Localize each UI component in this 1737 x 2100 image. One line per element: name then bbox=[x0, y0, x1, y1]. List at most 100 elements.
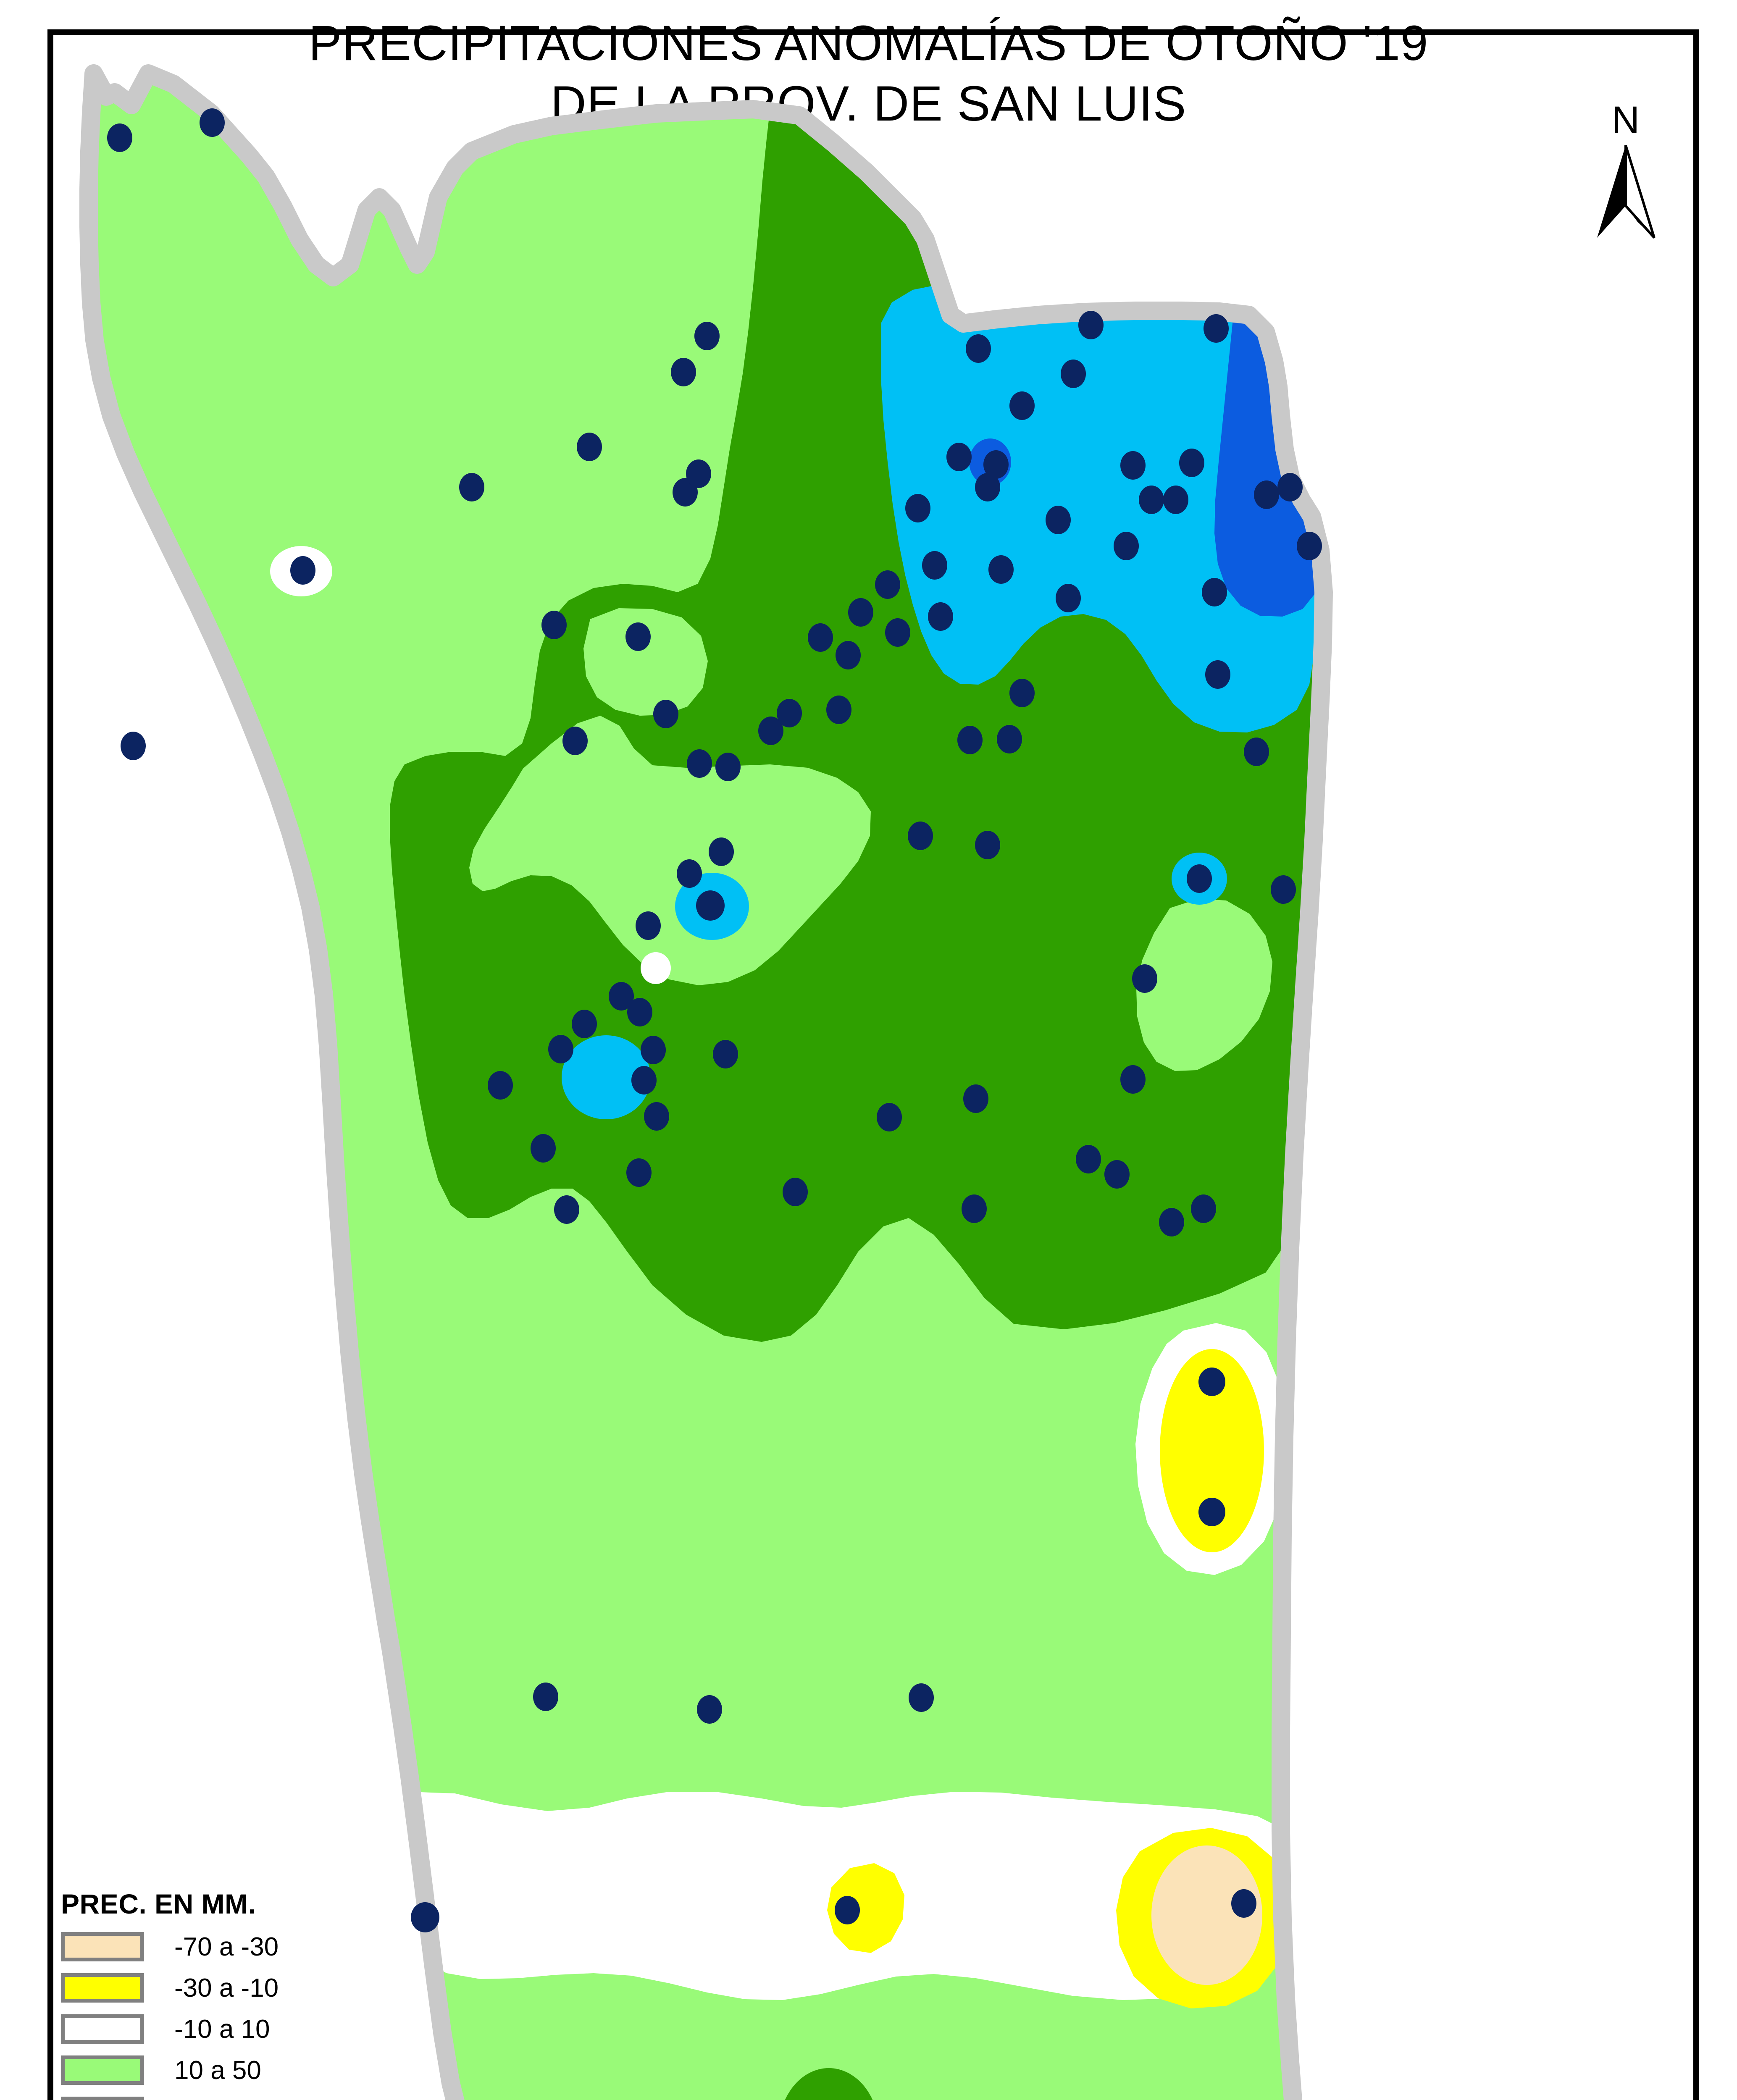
station-marker bbox=[554, 1195, 579, 1224]
legend-title: PREC. EN MM. bbox=[61, 1888, 256, 1919]
north-letter: N bbox=[1611, 99, 1640, 142]
spot-neg30-a-neg10-east bbox=[1160, 1349, 1264, 1552]
station-marker bbox=[1046, 506, 1071, 534]
spot-neg70-a-neg30 bbox=[1151, 1845, 1262, 1985]
inlier-10-a-50-central bbox=[469, 716, 871, 985]
station-marker bbox=[885, 618, 910, 647]
station-marker bbox=[922, 551, 947, 580]
legend-swatch-neg30-neg10 bbox=[61, 1973, 144, 2003]
station-marker bbox=[107, 123, 132, 152]
station-marker bbox=[777, 699, 802, 727]
legend-swatch-neg70-neg30 bbox=[61, 1932, 144, 1961]
station-marker bbox=[875, 570, 900, 599]
station-marker bbox=[541, 611, 567, 639]
spot-50-a-100-south bbox=[778, 2068, 879, 2100]
legend-swatch-10-50 bbox=[61, 2055, 144, 2085]
station-marker bbox=[121, 732, 146, 760]
station-marker bbox=[877, 1103, 902, 1131]
station-marker bbox=[609, 982, 634, 1011]
legend-item-neg10-10: -10 a 10 bbox=[61, 2011, 586, 2048]
station-marker bbox=[1198, 1368, 1225, 1396]
legend-label-10-50: 10 a 50 bbox=[174, 2055, 261, 2085]
station-marker bbox=[1204, 314, 1229, 343]
station-marker bbox=[531, 1134, 556, 1163]
station-marker bbox=[963, 1084, 988, 1113]
station-marker bbox=[1056, 584, 1081, 612]
station-marker bbox=[687, 749, 712, 778]
station-marker bbox=[488, 1071, 513, 1100]
station-marker bbox=[826, 696, 851, 724]
station-marker bbox=[686, 459, 711, 488]
station-marker bbox=[641, 1036, 666, 1064]
station-marker bbox=[975, 831, 1000, 859]
station-marker bbox=[1277, 473, 1303, 501]
station-marker bbox=[459, 473, 484, 501]
station-marker bbox=[966, 334, 991, 363]
station-marker bbox=[644, 1102, 669, 1131]
station-marker bbox=[1297, 532, 1322, 560]
north-arrow-icon bbox=[1597, 145, 1656, 239]
station-marker bbox=[1120, 1065, 1146, 1094]
precipitation-anomaly-map bbox=[79, 64, 1333, 2100]
station-marker bbox=[1078, 311, 1104, 339]
station-marker bbox=[1231, 1889, 1256, 1918]
station-marker bbox=[928, 602, 953, 631]
station-marker bbox=[1205, 660, 1230, 689]
station-marker bbox=[562, 727, 588, 755]
station-marker bbox=[1076, 1145, 1101, 1173]
station-marker bbox=[1244, 738, 1269, 766]
station-marker bbox=[836, 641, 861, 669]
station-marker bbox=[411, 1902, 439, 1932]
station-marker bbox=[997, 725, 1022, 753]
station-marker bbox=[1254, 480, 1279, 509]
spot-100-a-150-west bbox=[562, 1035, 651, 1119]
station-marker bbox=[715, 753, 741, 781]
station-marker bbox=[697, 1695, 722, 1724]
station-marker bbox=[694, 322, 720, 350]
station-marker bbox=[1009, 391, 1035, 420]
station-marker bbox=[1159, 1208, 1184, 1236]
spot-neg30-a-neg10-south-center bbox=[827, 1863, 904, 1953]
station-marker bbox=[625, 622, 651, 651]
map-contour-bands bbox=[89, 74, 1324, 2100]
station-marker bbox=[1271, 875, 1296, 904]
station-marker bbox=[962, 1194, 987, 1223]
band-100-a-150 bbox=[881, 277, 1320, 732]
station-marker bbox=[957, 726, 983, 754]
station-marker bbox=[783, 1178, 808, 1206]
station-marker bbox=[835, 1896, 860, 1924]
station-marker bbox=[988, 555, 1014, 584]
north-arrow-block: N bbox=[1584, 101, 1668, 245]
station-marker bbox=[975, 473, 1000, 501]
station-marker bbox=[631, 1066, 657, 1095]
station-marker bbox=[626, 1158, 652, 1187]
station-marker bbox=[1198, 1498, 1225, 1526]
station-marker bbox=[946, 443, 972, 471]
station-marker bbox=[572, 1010, 597, 1038]
province-boundary bbox=[79, 64, 1333, 2100]
station-marker bbox=[713, 1040, 738, 1068]
station-marker bbox=[983, 450, 1009, 479]
legend-item-10-50: 10 a 50 bbox=[61, 2052, 586, 2089]
station-marker bbox=[1191, 1194, 1216, 1223]
station-marker bbox=[909, 1683, 934, 1712]
legend-label-neg70-neg30: -70 a -30 bbox=[174, 1932, 279, 1961]
band-neg10-a-10-south bbox=[337, 1792, 1281, 2000]
station-marker bbox=[671, 358, 696, 386]
station-marker bbox=[627, 998, 652, 1026]
station-marker bbox=[1163, 486, 1188, 514]
station-marker bbox=[577, 433, 602, 461]
station-marker bbox=[200, 108, 225, 137]
station-marker bbox=[808, 623, 833, 652]
legend-item-50-100: 50 a 100 bbox=[61, 2093, 586, 2100]
legend-swatch-neg10-10 bbox=[61, 2014, 144, 2044]
legend-label-neg30-neg10: -30 a -10 bbox=[174, 1973, 279, 2003]
station-marker bbox=[290, 556, 315, 585]
legend: PREC. EN MM. -70 a -30 -30 a -10 -10 a 1… bbox=[61, 1888, 586, 2100]
legend-label-neg10-10: -10 a 10 bbox=[174, 2014, 270, 2044]
station-marker bbox=[1114, 532, 1139, 560]
station-marker bbox=[758, 717, 783, 745]
legend-label-50-100: 50 a 100 bbox=[174, 2097, 276, 2100]
legend-swatch-50-100 bbox=[61, 2097, 144, 2100]
